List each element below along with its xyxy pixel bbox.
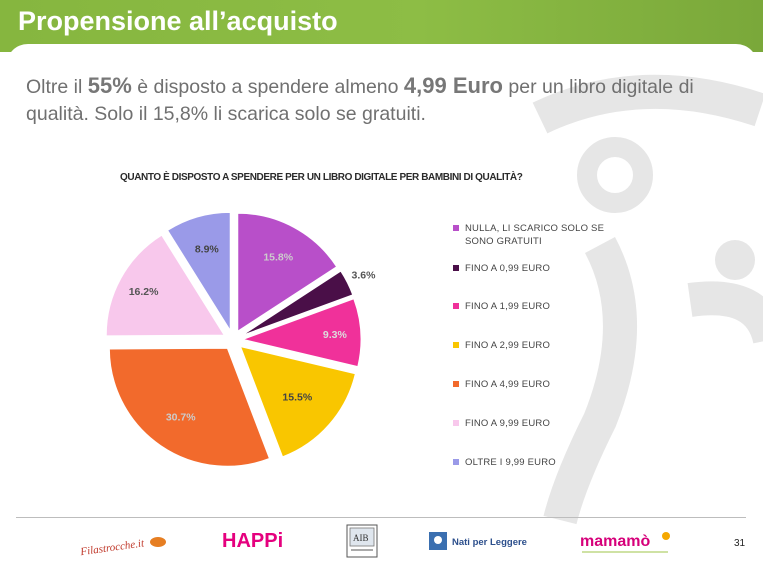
- legend-swatch: [453, 420, 459, 426]
- pie-slice-7: [166, 211, 231, 333]
- filastrocche-logo-text: Filastrocche.it: [79, 537, 146, 558]
- legend-label: NULLA, LI SCARICO SOLO SE SONO GRATUITI: [465, 223, 605, 247]
- happi-logo: HAPPi: [222, 530, 283, 552]
- pie-label-7: 8.9%: [195, 244, 220, 256]
- legend-swatch: [453, 381, 459, 387]
- pie-slice-3: [241, 298, 362, 368]
- legend-item-3: FINO A 1,99 EURO: [453, 300, 635, 313]
- headline: Oltre il 55% è disposto a spendere almen…: [26, 72, 726, 128]
- mamamo-logo: mamamò: [580, 532, 670, 553]
- headline-part1: Oltre il: [26, 76, 88, 98]
- legend-item-1: NULLA, LI SCARICO SOLO SE SONO GRATUITI: [453, 222, 635, 248]
- legend-item-5: FINO A 4,99 EURO: [453, 378, 635, 391]
- page-number: 31: [734, 538, 746, 549]
- legend-label: FINO A 4,99 EURO: [465, 379, 551, 390]
- headline-highlight-55: 55%: [87, 73, 132, 98]
- legend-item-4: FINO A 2,99 EURO: [453, 339, 635, 352]
- legend-swatch: [453, 265, 459, 271]
- aib-logo-text: AIB: [353, 533, 369, 543]
- slide-title: Propensione all’acquisto: [18, 6, 338, 36]
- filastrocche-logo: Filastrocche.it: [79, 537, 166, 558]
- headline-part2: è disposto a spendere almeno: [131, 76, 404, 98]
- pie-slice-6: [105, 234, 226, 337]
- legend-swatch: [453, 225, 459, 231]
- pie-label-2: 3.6%: [352, 270, 377, 282]
- legend-item-6: FINO A 9,99 EURO: [453, 417, 635, 430]
- pie-slice-4: [239, 345, 356, 458]
- mamamo-logo-text: mamamò: [580, 533, 650, 550]
- legend-swatch: [453, 459, 459, 465]
- pie-label-4: 15.5%: [282, 391, 312, 403]
- legend-label: FINO A 0,99 EURO: [465, 263, 551, 274]
- legend-label: FINO A 2,99 EURO: [465, 340, 551, 351]
- headline-part3: per un libro digitale di qualità. Solo i…: [26, 76, 694, 125]
- legend-item-2: FINO A 0,99 EURO: [453, 262, 635, 275]
- pie-label-1: 15.8%: [263, 252, 293, 264]
- nati-logo-text: Nati per Leggere: [452, 537, 527, 548]
- nati-per-leggere-logo: Nati per Leggere: [429, 532, 527, 550]
- aib-logo: AIB: [346, 524, 378, 558]
- legend-label: FINO A 9,99 EURO: [465, 418, 551, 429]
- legend-item-7: OLTRE I 9,99 EURO: [453, 456, 635, 469]
- legend-label: OLTRE I 9,99 EURO: [465, 457, 556, 468]
- footer-divider: [16, 517, 746, 518]
- legend-label: FINO A 1,99 EURO: [465, 301, 551, 312]
- pie-slice-1: [237, 212, 338, 333]
- pie-label-3: 9.3%: [323, 329, 348, 341]
- headline-highlight-euro: 4,99 Euro: [403, 73, 503, 98]
- legend-swatch: [453, 303, 459, 309]
- pie-label-5: 30.7%: [166, 411, 196, 423]
- pie-label-6: 16.2%: [129, 286, 159, 298]
- header-bar: Propensione all’acquisto: [0, 0, 763, 52]
- happi-logo-text: HAPPi: [222, 530, 283, 552]
- pie-slice-5: [108, 347, 271, 467]
- chart-title: QUANTO È DISPOSTO A SPENDERE PER UN LIBR…: [120, 172, 523, 183]
- legend-swatch: [453, 342, 459, 348]
- pie-slice-2: [241, 270, 354, 336]
